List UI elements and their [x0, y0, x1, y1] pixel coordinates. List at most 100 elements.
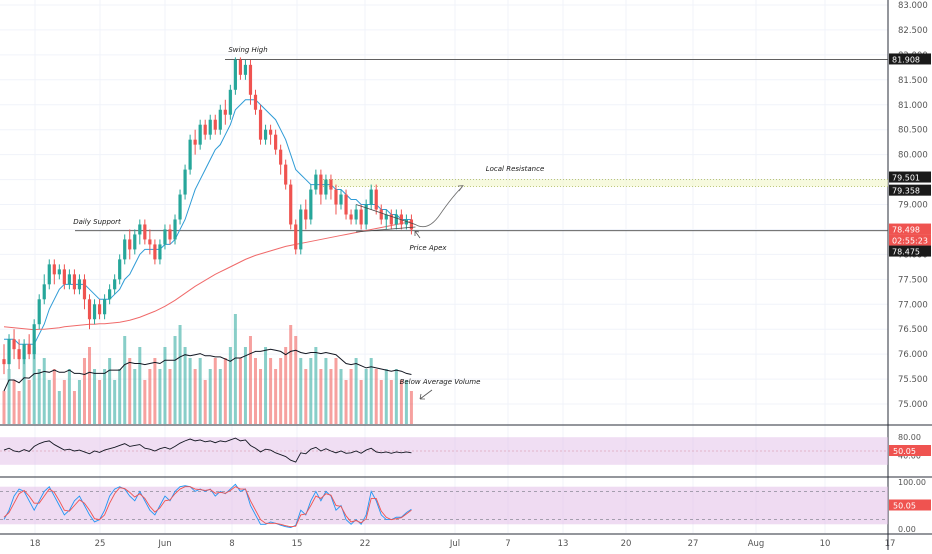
candle-body [143, 224, 147, 240]
candle-body [344, 194, 348, 215]
volume-bar [72, 391, 76, 424]
price-tick-label: 76.500 [898, 325, 928, 335]
price-tick-label: 75.500 [898, 375, 928, 385]
candle-body [364, 204, 368, 225]
volume-bar [213, 358, 217, 424]
candle-body [354, 209, 358, 220]
volume-bar [57, 391, 61, 424]
time-tick-label: 17 [885, 539, 896, 549]
volume-bar [294, 336, 298, 424]
price-label-box [889, 223, 931, 235]
volume-bar [62, 380, 66, 424]
candle-body [22, 344, 26, 360]
candle-body [37, 299, 41, 325]
volume-bar [2, 391, 6, 424]
volume-bar [153, 358, 157, 424]
candle-body [2, 359, 6, 365]
volume-bar [309, 358, 313, 424]
volume-bar [264, 347, 268, 424]
candle-body [223, 109, 227, 115]
price-label-box [889, 171, 931, 183]
price-label-box [889, 234, 931, 246]
volume-bar [183, 347, 187, 424]
candle-body [77, 279, 82, 290]
volume-bar [233, 314, 237, 424]
candle-body [52, 264, 56, 275]
volume-annotation-arrow [419, 389, 433, 400]
candle-body [97, 304, 102, 315]
candle-body [304, 209, 308, 220]
candle-body [334, 189, 338, 205]
rsi-tick-label: 80.00 [898, 433, 921, 442]
stoch-tick-label: 100.00 [898, 478, 926, 487]
candle-body [284, 164, 288, 185]
volume-bar [67, 369, 71, 424]
price-tick-label: 77.000 [898, 300, 928, 310]
time-tick-label: 7 [505, 539, 510, 549]
volume-bar [379, 380, 383, 424]
candle-body [7, 339, 11, 365]
time-tick-label: 8 [229, 539, 234, 549]
volume-bar [27, 380, 31, 424]
annotation-text: Below Average Volume [400, 378, 481, 386]
volume-bar [304, 369, 308, 424]
candle-body [294, 224, 298, 250]
candle-body [389, 214, 393, 225]
volume-bar [394, 369, 398, 424]
volume-bar [113, 380, 117, 424]
rsi-value-label: 50.05 [893, 447, 916, 456]
candle-body [203, 124, 207, 135]
volume-bar [17, 391, 21, 424]
price-label-text: 79.358 [892, 187, 920, 196]
volume-bar [399, 380, 403, 424]
time-tick-label: Jul [449, 539, 460, 549]
volume-bar [198, 358, 202, 424]
candle-body [128, 239, 132, 250]
time-tick-label: 10 [820, 539, 831, 549]
volume-bar [88, 347, 92, 424]
candle-body [258, 109, 263, 140]
annotation-text: Swing High [228, 46, 267, 54]
time-tick-label: 27 [688, 539, 699, 549]
volume-bar [173, 336, 177, 424]
candle-body [394, 214, 398, 225]
volume-bar [409, 391, 413, 424]
candle-body [208, 119, 212, 135]
price-label-text: 78.498 [892, 226, 920, 235]
candle-body [163, 229, 167, 245]
volume-bar [188, 358, 192, 424]
candle-body [133, 234, 137, 250]
price-label-text: 79.501 [892, 174, 920, 183]
candle-body [409, 219, 414, 230]
volume-bar [178, 325, 182, 424]
volume-bar [158, 369, 162, 424]
price-label-text: 78.475 [892, 248, 920, 257]
candle-body [243, 64, 248, 75]
volume-bar [339, 369, 343, 424]
volume-bar [47, 380, 51, 424]
price-tick-label: 79.000 [898, 201, 928, 211]
volume-bar [168, 369, 172, 424]
volume-bar [228, 347, 232, 424]
price-apex-arrow [414, 230, 421, 239]
candle-body [158, 244, 162, 260]
volume-bar [208, 369, 212, 424]
volume-bar [364, 369, 368, 424]
volume-bar [314, 347, 318, 424]
candle-body [198, 124, 202, 145]
candle-body [228, 89, 232, 115]
volume-bar [299, 358, 303, 424]
volume-bar [254, 358, 257, 424]
price-tick-label: 77.500 [898, 275, 928, 285]
annotation-text: Price Apex [409, 244, 447, 252]
volume-bar [349, 369, 353, 424]
candle-body [359, 209, 363, 225]
volume-bar [133, 369, 137, 424]
price-label-box [889, 53, 931, 65]
volume-bar [123, 336, 127, 424]
volume-bar [248, 336, 252, 424]
volume-bar [329, 369, 333, 424]
annotation-text: Local Resistance [486, 165, 545, 173]
candle-body [329, 179, 333, 190]
